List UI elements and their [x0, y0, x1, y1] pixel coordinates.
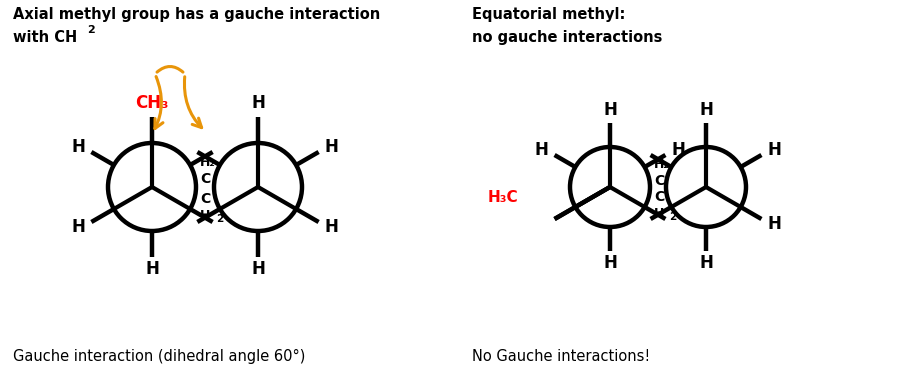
Text: H: H — [71, 138, 86, 156]
Text: H: H — [699, 254, 713, 272]
Text: Axial methyl group has a gauche interaction: Axial methyl group has a gauche interact… — [13, 7, 380, 22]
Text: H: H — [654, 207, 664, 220]
Text: H: H — [325, 218, 338, 236]
Text: no gauche interactions: no gauche interactions — [472, 30, 662, 45]
Text: 2: 2 — [216, 214, 223, 224]
FancyArrowPatch shape — [184, 77, 202, 128]
Text: H: H — [535, 141, 548, 159]
Text: H₂: H₂ — [654, 158, 670, 172]
Text: C: C — [654, 190, 664, 204]
FancyArrowPatch shape — [157, 67, 183, 72]
Text: C: C — [200, 192, 211, 206]
Text: 2: 2 — [669, 212, 676, 222]
Text: H: H — [145, 260, 159, 278]
Text: C: C — [200, 172, 211, 186]
Text: Gauche interaction (dihedral angle 60°): Gauche interaction (dihedral angle 60°) — [13, 349, 305, 364]
Text: H: H — [251, 260, 265, 278]
Text: with CH: with CH — [13, 30, 77, 45]
Text: H₂: H₂ — [200, 156, 216, 169]
Text: H: H — [768, 215, 781, 233]
Text: H: H — [71, 218, 86, 236]
Text: H: H — [325, 138, 338, 156]
Text: H: H — [768, 141, 781, 159]
Text: Equatorial methyl:: Equatorial methyl: — [472, 7, 626, 22]
Text: H: H — [671, 141, 686, 159]
Text: H: H — [603, 254, 616, 272]
Text: C: C — [654, 174, 664, 188]
Text: H₃C: H₃C — [488, 189, 518, 205]
Text: H: H — [603, 101, 616, 119]
Text: H: H — [699, 101, 713, 119]
FancyArrowPatch shape — [155, 76, 163, 129]
Text: H: H — [251, 94, 265, 112]
Text: CH₃: CH₃ — [135, 94, 168, 112]
Text: 2: 2 — [87, 25, 95, 35]
Text: No Gauche interactions!: No Gauche interactions! — [472, 349, 650, 364]
Text: H: H — [200, 209, 211, 221]
